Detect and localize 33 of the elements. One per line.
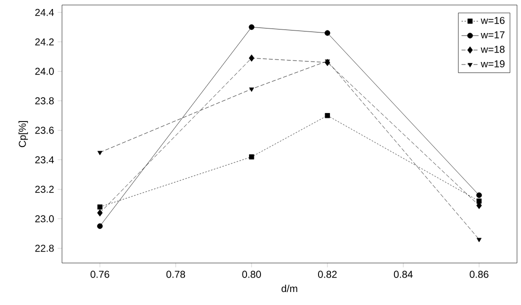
y-tick-label: 24.0 xyxy=(35,68,54,75)
point xyxy=(248,54,254,62)
point xyxy=(476,192,482,198)
y-tick-label: 24.2 xyxy=(35,38,54,46)
x-tick-label: 0.80 xyxy=(242,270,261,278)
point xyxy=(248,24,254,30)
y-axis-title: Cp[%] xyxy=(18,121,28,148)
point xyxy=(324,113,330,118)
x-tick-label: 0.78 xyxy=(166,270,186,278)
legend-label: w=19 xyxy=(480,60,505,68)
point xyxy=(249,88,254,92)
point xyxy=(324,30,330,36)
x-tick-label: 0.86 xyxy=(470,270,488,278)
y-tick-label: 23.6 xyxy=(35,126,54,134)
point xyxy=(97,150,102,156)
point xyxy=(97,209,103,216)
y-tick-label: 23.0 xyxy=(35,215,54,222)
y-tick-label: 23.2 xyxy=(35,186,54,193)
y-tick-label: 23.8 xyxy=(35,97,54,104)
y-tick-label: 23.4 xyxy=(35,156,54,164)
point xyxy=(249,154,254,160)
x-tick-label: 0.84 xyxy=(394,270,413,278)
x-axis-title: d/m xyxy=(282,284,298,292)
legend-label: w=16 xyxy=(480,16,505,24)
x-tick-label: 0.82 xyxy=(318,270,337,278)
point xyxy=(97,204,102,210)
point xyxy=(476,238,482,242)
x-tick-label: 0.76 xyxy=(90,270,110,278)
legend-label: w=17 xyxy=(480,31,504,38)
legend-label: w=18 xyxy=(480,46,505,53)
y-tick-label: 24.4 xyxy=(35,8,54,16)
point xyxy=(97,223,103,229)
y-tick-label: 22.8 xyxy=(35,244,54,252)
